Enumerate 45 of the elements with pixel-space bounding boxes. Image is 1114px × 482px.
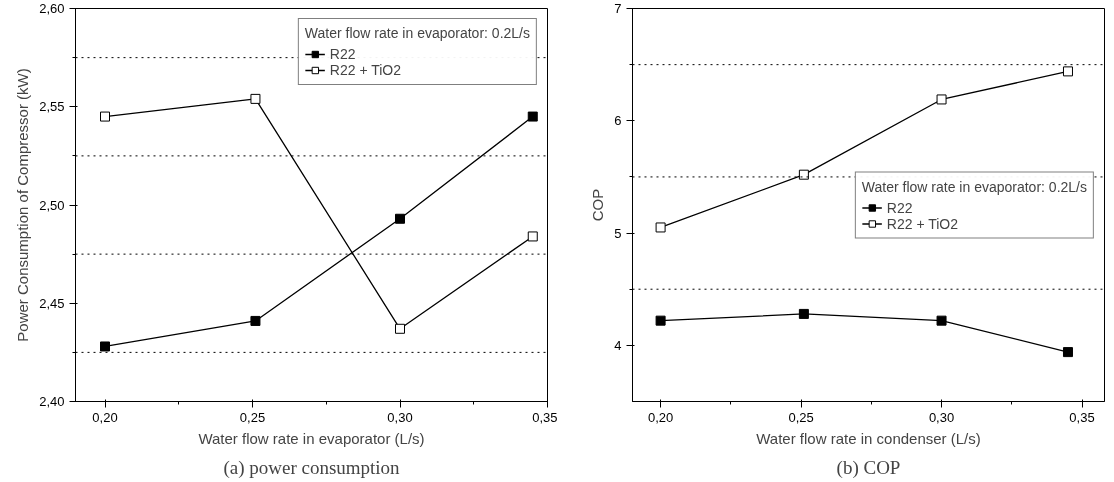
point: [395, 213, 405, 224]
y-tick-label: 2,40: [39, 394, 65, 409]
legend-label: R22: [886, 199, 913, 215]
point: [250, 315, 261, 326]
legend-label: R22: [329, 46, 356, 62]
point: [936, 94, 947, 105]
point: [1062, 347, 1073, 358]
point: [527, 231, 538, 242]
y-tick-label: 2,60: [39, 1, 65, 16]
point: [100, 341, 110, 352]
legend-title: Water flow rate in evaporator: 0.2L/s: [861, 178, 1087, 194]
point: [655, 222, 666, 233]
point: [655, 315, 666, 326]
y-tick-label: 2,45: [39, 295, 65, 311]
text: (a) power consumption: [223, 456, 401, 479]
x-tick-label: 0,25: [239, 409, 266, 425]
x-tick-label: 0,20: [647, 409, 674, 425]
point: [1062, 66, 1073, 77]
x-axis-title: Water flow rate in evaporator (L/s): [198, 429, 425, 447]
x-tick-label: 0,35: [1069, 409, 1095, 425]
x-tick-label: 0,35: [532, 409, 558, 425]
point: [798, 308, 809, 319]
y-tick-label: 2,55: [39, 99, 65, 115]
legend-label: R22 + TiO2: [886, 215, 959, 231]
y-axis-title: Power Consumption of Compressor (kW): [14, 68, 32, 342]
point: [395, 323, 405, 334]
x-axis-title: Water flow rate in condenser (L/s): [756, 429, 981, 447]
y-tick-label: 6: [614, 113, 622, 129]
point: [527, 111, 538, 122]
point: [100, 111, 110, 122]
text: (b) COP: [836, 456, 901, 479]
x-tick-label: 0,30: [387, 409, 413, 425]
legend-title: Water flow rate in evaporator: 0.2L/s: [304, 25, 530, 41]
y-tick-label: 2,50: [39, 197, 65, 213]
x-tick-label: 0,25: [788, 409, 814, 425]
y-tick-label: 7: [614, 1, 622, 16]
x-tick-label: 0,30: [928, 409, 955, 425]
point: [936, 315, 947, 326]
y-tick-label: 4: [614, 337, 622, 353]
legend-label: R22 + TiO2: [329, 62, 402, 78]
x-tick-label: 0,20: [92, 409, 118, 425]
y-tick-label: 5: [614, 225, 622, 241]
point: [250, 93, 261, 104]
point: [798, 169, 809, 180]
y-axis-title: COP: [589, 188, 607, 222]
